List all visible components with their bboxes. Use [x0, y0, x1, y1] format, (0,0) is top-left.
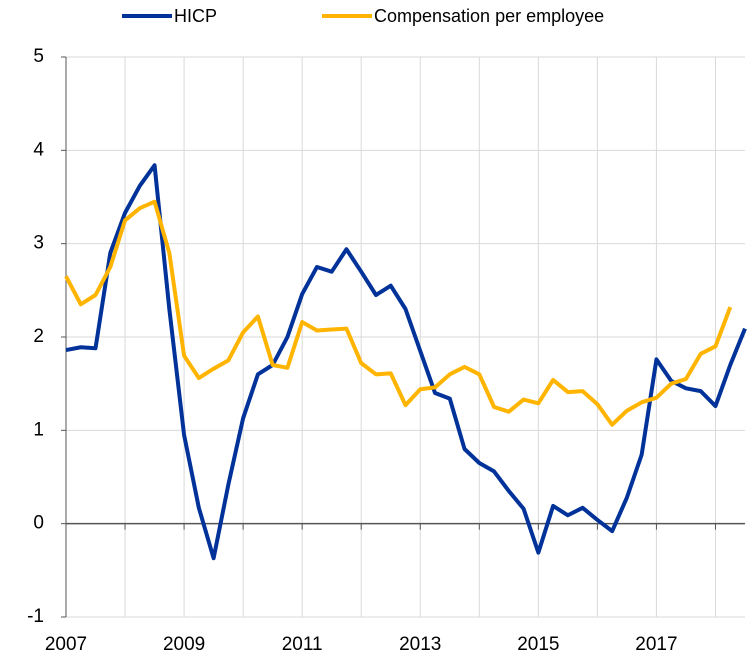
series-line — [65, 163, 747, 561]
x-tick-label: 2013 — [399, 634, 441, 655]
x-tick-label: 2017 — [635, 634, 677, 655]
y-tick-label: 1 — [33, 419, 44, 440]
y-tick-label: -1 — [27, 606, 44, 627]
x-tick-label: 2007 — [45, 634, 87, 655]
legend-label: HICP — [174, 6, 217, 26]
y-tick-label: 2 — [33, 326, 44, 347]
x-tick-label: 2015 — [517, 634, 559, 655]
series-line — [64, 199, 733, 427]
y-tick-label: 3 — [33, 233, 44, 254]
y-tick-label: 0 — [33, 513, 44, 534]
y-tick-label: 4 — [33, 139, 44, 160]
y-tick-label: 5 — [33, 46, 44, 67]
x-tick-label: 2011 — [282, 634, 323, 655]
x-tick-label: 2009 — [163, 634, 205, 655]
legend-label: Compensation per employee — [374, 6, 604, 26]
